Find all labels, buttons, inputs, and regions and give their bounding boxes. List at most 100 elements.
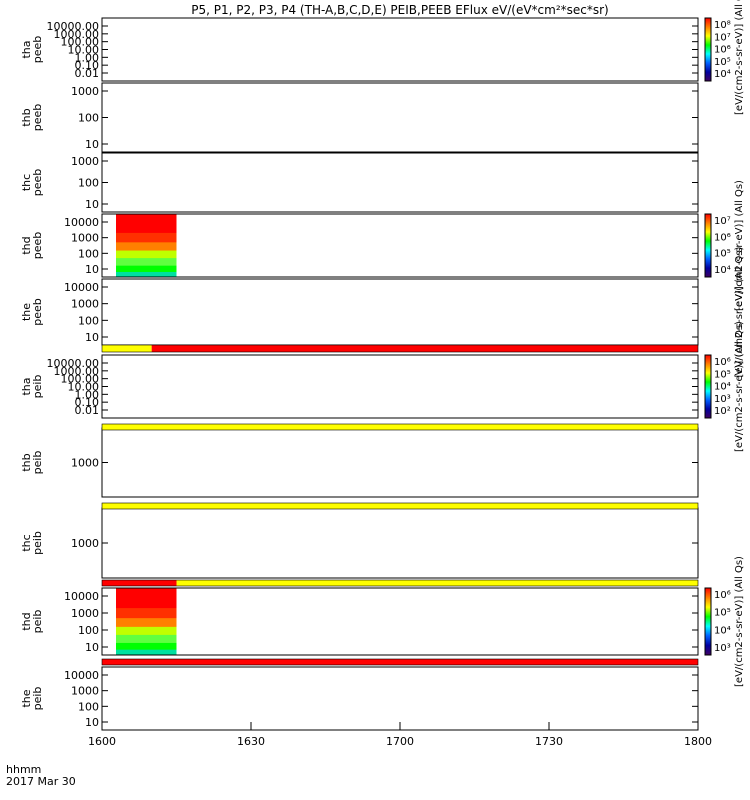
status-bar-2 [101, 502, 699, 510]
status-frame [101, 502, 699, 510]
status-frame [101, 423, 699, 431]
y-tick-label: 10 [85, 263, 99, 276]
status-bar-1 [101, 423, 699, 431]
colorbar-tick-label: 10⁴ [714, 625, 731, 636]
panel-frame [101, 427, 699, 498]
colorbar-tick-label: 10⁵ [714, 608, 731, 619]
colorbar-label: [eV/(cm2-s-sr-eV)] (All Qs) [734, 180, 745, 311]
colorbar-label: [eV/(cm2-s-sr-eV)] (All Qs) [734, 0, 745, 115]
panel-frame [101, 666, 699, 731]
colorbar-tick-label: 10² [714, 406, 731, 417]
colorbar-gradient [704, 587, 712, 656]
y-tick-label: 10 [85, 331, 99, 344]
heatmap-band-3 [116, 626, 177, 636]
y-tick-label: 100 [78, 700, 99, 713]
x-axis: 1600 1630 1700 1730 1800 [88, 722, 712, 748]
y-tick-label: 1000.00 [54, 365, 100, 378]
chart-title: P5, P1, P2, P3, P4 (TH-A,B,C,D,E) PEIB,P… [191, 3, 608, 17]
panel-label-product: peeb [31, 298, 44, 326]
heatmap-band-3 [116, 250, 177, 259]
status-segment [102, 659, 698, 665]
colorbar-tick-label: 10⁶ [714, 232, 731, 243]
panel-label-probe: the [20, 689, 33, 707]
colorbar-tick-label: 10⁶ [714, 590, 731, 601]
y-tick-label: 10 [85, 138, 99, 151]
colorbar-tick-label: 10⁶ [714, 357, 731, 368]
y-tick-label: 1.00 [75, 388, 100, 401]
x-tick-label: 1730 [535, 735, 563, 748]
panel-label-probe: tha [20, 40, 33, 58]
panel-frame [101, 17, 699, 82]
panel-frame [101, 354, 699, 419]
panel-label-product: peib [31, 375, 44, 399]
y-tick-label: 1000 [71, 607, 99, 620]
heatmap-band-4 [116, 258, 177, 267]
colorbar-tick-label: 10⁵ [714, 57, 731, 68]
y-tick-label: 100 [78, 314, 99, 327]
status-frame [101, 344, 699, 353]
y-tick-label: 100.00 [61, 36, 100, 49]
y-tick-label: 10000.00 [47, 20, 100, 33]
y-tick-label: 10 [85, 198, 99, 211]
panel-label-probe: thc [20, 534, 33, 551]
panel-frame [101, 82, 699, 153]
colorbar-label: [eV/(cm2-s-sr-eV)] (All Qs) [734, 556, 745, 687]
y-tick-label: 1000 [71, 537, 99, 550]
status-frame [101, 658, 699, 666]
heatmap-band-1 [116, 608, 177, 619]
panel-label-product: peeb [31, 36, 44, 64]
heatmap-band-0 [116, 214, 177, 234]
colorbar-tick-label: 10⁴ [714, 69, 731, 80]
y-tick-label: 100 [78, 624, 99, 637]
panels-layer: 10000.001000.00100.0010.001.000.100.01th… [20, 0, 745, 731]
panel-label-product: peeb [31, 104, 44, 132]
status-segment [102, 424, 698, 430]
heatmap-band-5 [116, 642, 177, 651]
colorbar-gradient [704, 17, 712, 82]
panel-label-product: peib [31, 531, 44, 555]
status-segment [102, 503, 698, 509]
colorbar-tick-label: 10⁸ [714, 20, 731, 31]
y-tick-label: 100.00 [61, 373, 100, 386]
status-frame [101, 579, 699, 587]
y-tick-label: 0.10 [75, 396, 100, 409]
y-tick-label: 10 [85, 716, 99, 729]
y-tick-label: 10.00 [68, 44, 100, 57]
x-footer-hhmm: hhmm [6, 763, 41, 776]
status-bar-4 [101, 658, 699, 666]
colorbar-tick-label: 10⁵ [714, 369, 731, 380]
y-tick-label: 0.01 [75, 404, 100, 417]
heatmap-band-6 [116, 649, 177, 656]
panel-frame [101, 507, 699, 579]
panel-label-probe: thd [20, 236, 33, 254]
panel-label-product: peeb [31, 169, 44, 197]
x-footer-date: 2017 Mar 30 [6, 775, 76, 788]
status-bar-0 [101, 344, 699, 353]
status-bar-3 [101, 579, 699, 587]
y-tick-label: 1000.00 [54, 28, 100, 41]
y-tick-label: 10000 [64, 216, 99, 229]
y-tick-label: 100 [78, 177, 99, 190]
heatmap-band-5 [116, 265, 177, 273]
colorbar-label: [eV/(cm2-s-sr-eV)] (All Qs) [734, 321, 745, 452]
panel-label-probe: thd [20, 612, 33, 630]
heatmap-block [116, 214, 177, 278]
y-tick-label: 1000 [71, 298, 99, 311]
x-tick-label: 1630 [237, 735, 265, 748]
y-tick-label: 1000 [71, 155, 99, 168]
status-segment [151, 345, 698, 352]
colorbar: 10⁶ 10⁵ 10⁴ 10³ [704, 587, 731, 656]
y-tick-label: 10 [85, 641, 99, 654]
y-tick-label: 100 [78, 247, 99, 260]
heatmap-band-2 [116, 618, 177, 628]
colorbar-tick-label: 10³ [714, 394, 731, 405]
